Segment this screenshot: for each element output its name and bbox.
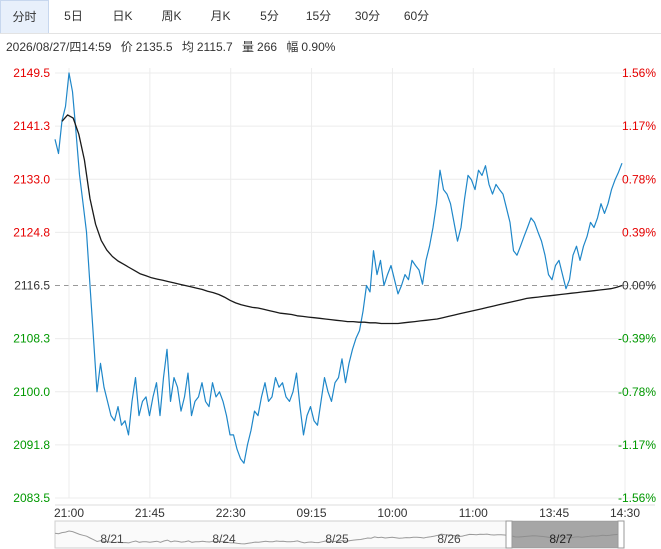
change-value: 0.90% — [301, 40, 336, 54]
tab-3[interactable]: 周K — [161, 9, 182, 23]
avg-line — [61, 114, 623, 325]
navigator-date-label: 8/27 — [549, 532, 573, 546]
avg-value: 2115.7 — [196, 40, 233, 54]
x-tick-label: 10:00 — [377, 506, 407, 520]
navigator-date-label: 8/21 — [100, 532, 124, 546]
pct-tick-label: 1.56% — [622, 66, 656, 80]
navigator-date-label: 8/24 — [212, 532, 236, 546]
navigator-selection — [510, 521, 622, 548]
navigator-handle-right — [617, 520, 625, 549]
x-tick-label: 09:15 — [297, 506, 327, 520]
y-tick-label: 2108.3 — [13, 332, 50, 346]
pct-tick-label: 0.78% — [622, 172, 656, 186]
tab-1[interactable]: 5日 — [64, 9, 83, 23]
navigator-date-label: 8/25 — [325, 532, 349, 546]
x-tick-label: 21:45 — [135, 506, 165, 520]
y-tick-label: 2083.5 — [13, 491, 50, 505]
y-tick-label: 2149.5 — [13, 66, 50, 80]
volume-label: 量 — [242, 40, 255, 54]
x-tick-label: 11:00 — [459, 506, 488, 520]
tab-0[interactable]: 分时 — [0, 0, 49, 33]
y-tick-label: 2124.8 — [13, 225, 50, 239]
y-tick-label: 2133.0 — [13, 172, 50, 186]
pct-tick-label: 0.00% — [622, 279, 656, 293]
chart-axis-labels: 2149.5 1.56% 2141.3 1.17% 2133.0 0.78% 2124.8 0… — [13, 66, 656, 520]
tab-6[interactable]: 15分 — [305, 9, 332, 23]
quote-info-bar: 2026/08/27/四14:59 价 2135.5 均 2115.7 量 266 幅… — [6, 38, 341, 55]
x-tick-label: 13:45 — [539, 506, 569, 520]
chart-grid — [55, 68, 655, 506]
navigator-handle-left — [505, 520, 513, 549]
x-tick-label: 22:30 — [216, 506, 246, 520]
tab-5[interactable]: 5分 — [260, 9, 279, 23]
change-label: 幅 — [286, 40, 299, 54]
tab-4[interactable]: 月K — [210, 9, 231, 23]
y-tick-label: 2091.8 — [13, 438, 50, 452]
pct-tick-label: -0.78% — [618, 385, 656, 399]
x-tick-label: 14:30 — [610, 506, 640, 520]
pct-tick-label: -0.39% — [618, 332, 656, 346]
chart-series — [54, 72, 623, 464]
pct-tick-label: -1.56% — [618, 491, 656, 505]
pct-tick-label: -1.17% — [618, 438, 656, 452]
tab-2[interactable]: 日K — [112, 9, 133, 23]
navigator-date-label: 8/26 — [437, 532, 461, 546]
pct-tick-label: 1.17% — [622, 119, 656, 133]
tab-7[interactable]: 30分 — [354, 9, 381, 23]
range-navigator: 8/21 8/24 8/25 8/26 8/27 — [54, 520, 625, 549]
price-value: 2135.5 — [135, 40, 173, 54]
y-tick-label: 2100.0 — [13, 385, 50, 399]
avg-label: 均 — [181, 40, 194, 54]
pct-tick-label: 0.39% — [622, 225, 656, 239]
y-tick-label: 2116.5 — [14, 279, 50, 293]
volume-value: 266 — [257, 40, 278, 54]
price-line — [54, 72, 623, 464]
quote-datetime: 2026/08/27/四14:59 — [6, 40, 112, 54]
y-tick-label: 2141.3 — [13, 119, 50, 133]
period-tab-bar: 分时 5日 日K 周K 月K 5分 15分 30分 60分 — [0, 0, 661, 34]
tab-8[interactable]: 60分 — [403, 9, 430, 23]
x-tick-label: 21:00 — [54, 506, 84, 520]
price-label: 价 — [120, 40, 133, 54]
